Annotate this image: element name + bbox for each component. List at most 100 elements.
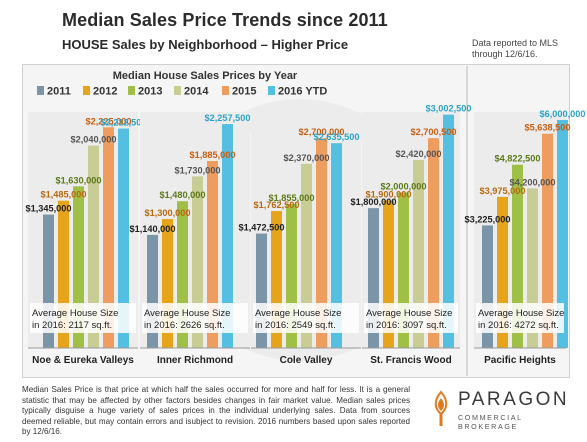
value-label-1-4: $1,885,000 [190, 150, 236, 160]
legend-swatch-2 [128, 86, 135, 95]
bar-1-4 [207, 161, 218, 348]
value-label-0-4: $2,225,000 [86, 116, 132, 126]
value-label-2-2: $1,855,000 [269, 193, 315, 203]
bar-0-1 [58, 200, 69, 348]
bar-4-1 [497, 196, 508, 348]
bar-4-2 [512, 164, 523, 348]
bar-3-4 [428, 138, 439, 348]
legend-label-3: 2014 [184, 86, 209, 98]
size-note-line2-0: in 2016: 2117 sq.ft. [32, 320, 112, 331]
page-title: Median Sales Price Trends since 2011 [62, 10, 388, 30]
paragon-torch-icon [434, 390, 448, 426]
panel-name-2: Cole Valley [280, 355, 333, 366]
value-label-0-5: $2,212,500 [101, 118, 147, 128]
bar-4-5 [557, 119, 568, 348]
bar-2-0 [256, 233, 267, 348]
value-label-0-1: $1,485,000 [41, 190, 87, 200]
value-label-4-3: $4,200,000 [510, 177, 556, 187]
value-label-3-5: $3,002,500 [426, 104, 472, 114]
bar-3-0 [368, 208, 379, 348]
footer-disclaimer: Median Sales Price is that price at whic… [22, 385, 410, 436]
data-note-line-1: Data reported to MLS [472, 38, 559, 48]
logo-name: PARAGON [458, 389, 570, 410]
bar-1-5 [222, 124, 233, 349]
size-note-line2-3: in 2016: 3097 sq.ft. [366, 320, 447, 331]
size-note-line2-4: in 2016: 4272 sq.ft. [478, 320, 559, 331]
value-label-1-2: $1,480,000 [160, 190, 206, 200]
legend-label-4: 2015 [232, 86, 256, 98]
size-note-line2-1: in 2016: 2626 sq.ft. [144, 320, 225, 331]
value-label-3-3: $2,420,000 [396, 149, 442, 159]
panel-name-3: St. Francis Wood [370, 355, 452, 366]
bar-3-2 [398, 192, 409, 348]
paragon-logo: PARAGON COMMERCIAL BROKERAGE [420, 385, 580, 435]
data-note: Data reported to MLS through 12/6/16. [472, 38, 580, 60]
size-note-bg-4 [476, 303, 564, 333]
bar-3-5 [443, 114, 454, 348]
bar-4-4 [542, 133, 553, 348]
legend-swatch-0 [37, 86, 44, 95]
value-label-2-3: $2,370,000 [284, 153, 330, 163]
value-label-3-0: $1,800,000 [351, 197, 397, 207]
value-label-2-0: $1,472,500 [239, 223, 285, 233]
bar-0-0 [43, 214, 54, 348]
legend-swatch-5 [268, 86, 275, 95]
bar-2-5 [331, 143, 342, 348]
bar-3-3 [413, 159, 424, 348]
value-label-1-3: $1,730,000 [175, 165, 221, 175]
size-note-line1-3: Average House Size [366, 308, 452, 319]
bar-1-0 [147, 234, 158, 348]
bar-4-3 [527, 188, 538, 348]
value-label-2-5: $2,635,500 [314, 132, 360, 142]
legend-swatch-4 [222, 86, 229, 95]
size-note-line1-0: Average House Size [32, 308, 118, 319]
header: Median Sales Price Trends since 2011 HOU… [0, 0, 587, 64]
legend-swatch-3 [174, 86, 181, 95]
size-note-bg-1 [142, 303, 248, 333]
legend-label-1: 2012 [93, 86, 117, 98]
bar-2-4 [316, 138, 327, 348]
panel-name-1: Inner Richmond [157, 355, 233, 366]
value-label-3-2: $2,000,000 [381, 182, 427, 192]
size-note-line1-4: Average House Size [478, 308, 564, 319]
legend-label-0: 2011 [47, 86, 71, 98]
size-note-line2-2: in 2016: 2549 sq.ft. [255, 320, 336, 331]
value-label-4-2: $4,822,500 [495, 154, 541, 164]
value-label-4-4: $5,638,500 [525, 123, 571, 133]
value-label-1-5: $2,257,500 [205, 113, 251, 123]
legend-label-5: 2016 YTD [278, 86, 327, 98]
legend-swatch-1 [83, 86, 90, 95]
size-note-bg-2 [253, 303, 359, 333]
value-label-0-3: $2,040,000 [71, 135, 117, 145]
value-label-1-1: $1,300,000 [145, 208, 191, 218]
value-label-1-0: $1,140,000 [130, 224, 176, 234]
size-note-bg-0 [30, 303, 136, 333]
value-label-2-4: $2,700,000 [299, 127, 345, 137]
panel-name-0: Noe & Eureka Valleys [32, 355, 134, 366]
value-label-3-1: $1,900,000 [366, 189, 412, 199]
legend-label-2: 2013 [138, 86, 162, 98]
bar-2-1 [271, 211, 282, 348]
bar-0-2 [73, 186, 84, 348]
bar-3-1 [383, 200, 394, 348]
value-label-4-0: $3,225,000 [465, 214, 511, 224]
size-note-bg-3 [364, 303, 458, 333]
bar-4-0 [482, 225, 493, 348]
size-note-line1-2: Average House Size [255, 308, 341, 319]
bar-0-3 [88, 145, 99, 348]
value-label-0-2: $1,630,000 [56, 175, 102, 185]
panel-name-4: Pacific Heights [484, 355, 556, 366]
value-label-0-0: $1,345,000 [26, 204, 72, 214]
chart-title: Median House Sales Prices by Year [113, 70, 298, 82]
bar-2-2 [286, 203, 297, 348]
value-label-2-1: $1,762,500 [254, 200, 300, 210]
bar-2-3 [301, 163, 312, 348]
bar-0-5 [118, 128, 129, 348]
value-label-4-5: $6,000,000 [540, 109, 586, 119]
bar-1-1 [162, 219, 173, 348]
logo-subtitle: COMMERCIAL BROKERAGE [458, 413, 523, 431]
bar-1-3 [192, 176, 203, 348]
bar-1-2 [177, 201, 188, 348]
size-note-line1-1: Average House Size [144, 308, 230, 319]
